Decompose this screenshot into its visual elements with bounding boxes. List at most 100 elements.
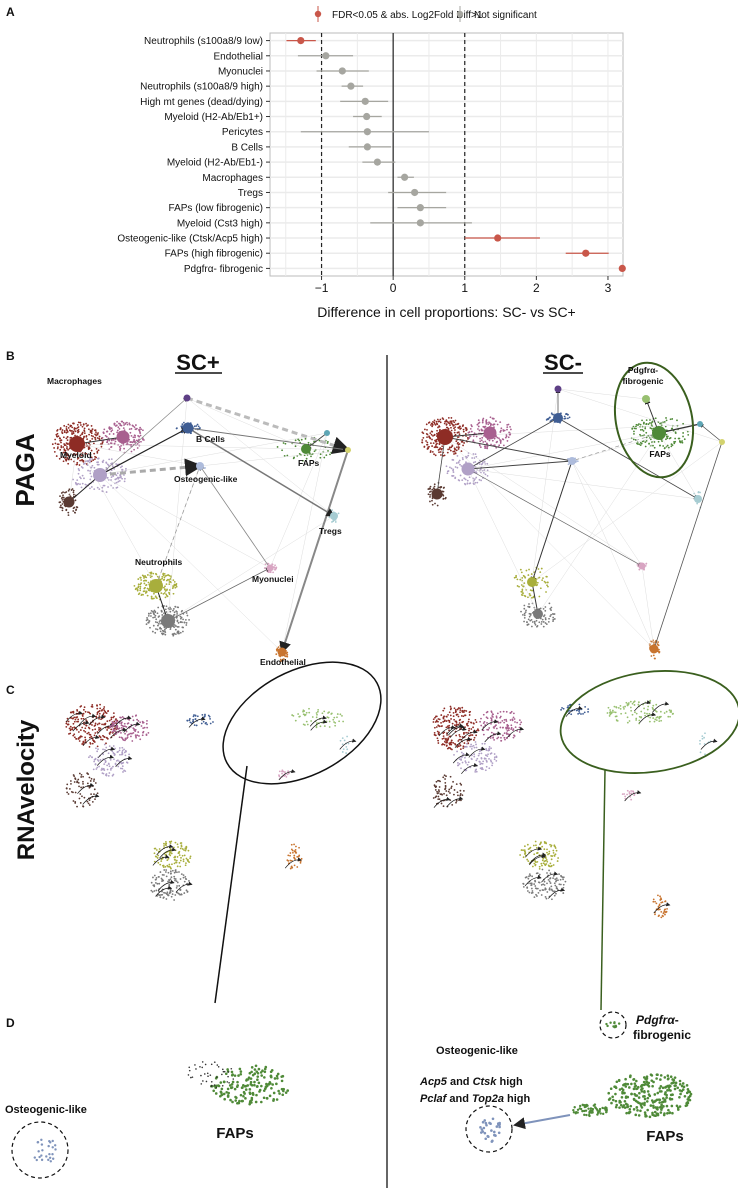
cell-point — [492, 726, 495, 729]
cell-point — [484, 1137, 488, 1141]
cell-point — [439, 486, 442, 489]
cell-point — [578, 710, 580, 713]
cell-point — [138, 435, 141, 438]
cell-point — [455, 801, 457, 804]
cell-point — [583, 1109, 586, 1113]
cell-point — [449, 705, 452, 708]
cell-point — [276, 446, 279, 448]
cell-point — [105, 491, 108, 493]
cell-point — [551, 612, 554, 615]
cell-point — [281, 658, 284, 661]
cell-point — [605, 1022, 608, 1026]
cell-point — [122, 427, 125, 430]
cell-point — [296, 866, 299, 868]
cell-point — [549, 615, 552, 618]
cell-point — [656, 1091, 660, 1095]
cluster-node — [324, 430, 330, 436]
cell-point — [308, 711, 311, 714]
cell-point — [76, 461, 79, 464]
cell-point — [445, 775, 447, 778]
cell-point — [441, 743, 444, 745]
cell-point — [61, 429, 64, 431]
cell-point — [192, 715, 195, 718]
cell-point — [171, 893, 174, 895]
cell-point — [110, 469, 113, 472]
cell-point — [154, 621, 157, 623]
cell-point — [487, 423, 490, 426]
cell-point — [78, 469, 81, 472]
cell-point — [175, 582, 178, 585]
cell-point — [91, 742, 94, 745]
cell-point — [125, 467, 127, 470]
cell-point — [339, 713, 342, 716]
cell-point — [596, 1111, 600, 1115]
cell-point — [491, 1117, 495, 1121]
cell-point — [657, 650, 660, 653]
cell-point — [652, 444, 654, 447]
cell-point — [185, 622, 188, 624]
cell-point — [625, 1111, 628, 1115]
cell-point — [458, 758, 461, 761]
velocity-streamline — [157, 879, 175, 892]
cell-point — [179, 847, 182, 850]
cell-point — [648, 1115, 652, 1119]
cell-point — [238, 1067, 242, 1071]
cell-point — [480, 479, 483, 482]
cell-point — [153, 874, 156, 877]
cell-point — [485, 421, 488, 424]
velocity-streamline — [175, 881, 193, 893]
cell-point — [205, 721, 207, 724]
cell-point — [242, 1094, 245, 1098]
cell-point — [65, 437, 68, 440]
cell-point — [81, 425, 84, 428]
cell-point — [292, 851, 294, 854]
cell-point — [94, 732, 97, 734]
cell-point — [485, 442, 488, 445]
cell-point — [550, 864, 553, 867]
cell-point — [447, 737, 450, 740]
forest-row: High mt genes (dead/dying) — [140, 97, 389, 108]
cell-point — [287, 770, 289, 773]
cell-point — [187, 1074, 190, 1076]
cell-point — [90, 475, 93, 478]
cell-point — [168, 879, 170, 881]
cell-point — [662, 1113, 666, 1117]
cell-point — [96, 731, 99, 733]
cell-point — [323, 710, 326, 713]
cell-point — [131, 740, 134, 742]
cell-point — [450, 417, 453, 419]
cell-point — [428, 491, 431, 493]
cell-point — [73, 736, 76, 739]
cell-point — [275, 1098, 279, 1101]
cell-point — [645, 422, 648, 425]
cell-point — [53, 1144, 57, 1147]
cell-point — [470, 728, 473, 730]
cell-point — [578, 703, 581, 706]
cell-point — [82, 463, 85, 465]
cell-point — [179, 878, 182, 880]
velocity-streamline — [700, 738, 718, 750]
cell-point — [108, 727, 110, 729]
cell-point — [439, 421, 442, 424]
cell-point — [119, 447, 122, 450]
cell-point — [102, 707, 105, 710]
cell-point — [470, 734, 472, 736]
cell-point — [119, 448, 121, 451]
cell-point — [134, 428, 137, 431]
cell-point — [538, 621, 541, 624]
cell-point — [164, 590, 167, 592]
cell-point — [102, 767, 105, 770]
cell-point — [673, 440, 675, 443]
cell-point — [113, 720, 116, 723]
cell-point — [115, 486, 118, 489]
cell-point — [99, 759, 102, 761]
cell-point — [518, 719, 521, 722]
cell-point — [102, 484, 105, 487]
cell-point — [498, 1125, 501, 1129]
cell-point — [165, 611, 168, 613]
row-label: Myeloid (H2-Ab/Eb1-) — [167, 158, 263, 169]
cell-point — [165, 593, 168, 596]
cell-point — [483, 1119, 487, 1122]
cell-point — [657, 905, 660, 908]
graph-edge — [652, 441, 723, 650]
